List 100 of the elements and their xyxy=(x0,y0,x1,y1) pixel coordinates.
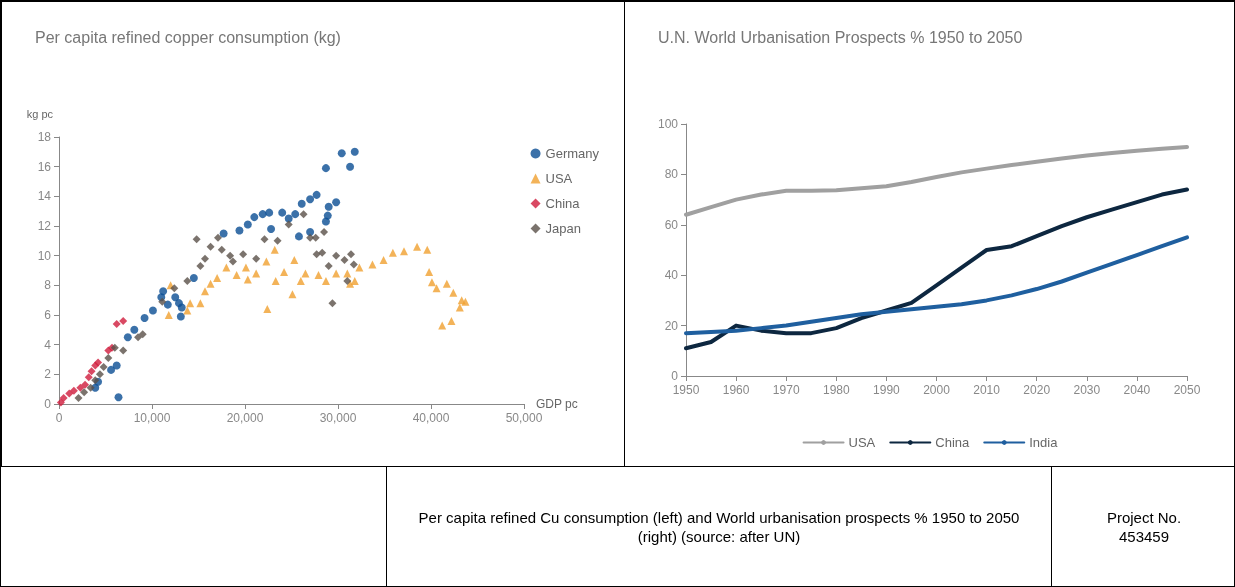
x-tick-label: 1980 xyxy=(822,383,850,397)
point xyxy=(312,250,321,259)
x-tick-label: 1970 xyxy=(772,383,800,397)
point xyxy=(350,147,359,156)
point xyxy=(104,354,113,363)
point xyxy=(206,242,215,251)
point xyxy=(119,346,128,355)
point xyxy=(148,306,157,315)
point xyxy=(413,242,422,251)
y-tick-label: 10 xyxy=(37,248,52,263)
y-tick-label: 2 xyxy=(44,367,52,382)
point xyxy=(273,236,282,245)
point xyxy=(69,386,78,395)
point xyxy=(312,190,321,199)
point xyxy=(183,276,192,285)
point xyxy=(59,394,68,403)
point xyxy=(388,248,397,257)
chart-title: U.N. World Urbanisation Prospects % 1950 to 2050 xyxy=(658,28,1023,46)
x-tick-label: 2010 xyxy=(973,383,1001,397)
legend-label: China xyxy=(935,435,971,450)
point xyxy=(99,362,108,371)
point xyxy=(347,250,356,259)
x-tick-label: 2050 xyxy=(1173,383,1201,397)
point xyxy=(138,330,147,339)
text: Project No. 453459 xyxy=(1051,466,1235,587)
point xyxy=(213,273,222,282)
point xyxy=(260,235,269,244)
point xyxy=(159,287,168,296)
point xyxy=(252,254,261,263)
point xyxy=(112,361,121,370)
point xyxy=(134,333,143,342)
point xyxy=(189,273,198,282)
point xyxy=(65,389,74,398)
point xyxy=(228,257,237,266)
point xyxy=(314,270,323,279)
point xyxy=(278,208,287,217)
point xyxy=(447,316,456,325)
point xyxy=(461,297,470,306)
point xyxy=(294,232,303,241)
point xyxy=(324,202,333,211)
y-tick-label: 60 xyxy=(664,217,679,232)
y-axis-title: kg pc xyxy=(26,107,54,120)
x-tick-label: 2030 xyxy=(1073,383,1101,397)
point xyxy=(177,303,186,312)
x-tick-label: 1990 xyxy=(873,383,901,397)
y-tick-label: 18 xyxy=(37,130,52,144)
point xyxy=(265,208,274,217)
y-tick-label: 0 xyxy=(44,397,52,411)
point xyxy=(379,256,388,265)
point xyxy=(321,276,330,285)
x-tick-label: 40,000 xyxy=(412,411,450,425)
point xyxy=(262,257,271,266)
point xyxy=(201,287,210,296)
y-tick-label: 4 xyxy=(44,337,52,352)
point xyxy=(222,263,231,272)
point xyxy=(183,306,192,315)
y-tick-label: 100 xyxy=(657,117,679,131)
point xyxy=(455,303,464,312)
point xyxy=(355,263,364,272)
point xyxy=(196,262,205,271)
y-tick-label: 20 xyxy=(664,318,679,333)
x-tick-label: 50,000 xyxy=(505,411,543,425)
x-tick-label: 1960 xyxy=(722,383,750,397)
point xyxy=(74,394,83,403)
point xyxy=(267,224,276,233)
point xyxy=(320,227,329,236)
point xyxy=(291,210,300,219)
point xyxy=(158,297,167,306)
legend-label: Germany xyxy=(545,146,600,161)
point xyxy=(192,235,201,244)
y-tick-label: 40 xyxy=(664,268,679,283)
point xyxy=(332,251,341,260)
point xyxy=(263,305,272,314)
x-tick-label: 10,000 xyxy=(133,411,171,425)
chart-title: Per capita refined copper consumption (kg) xyxy=(35,28,341,46)
y-tick-label: 6 xyxy=(44,308,52,322)
x-tick-label: 2040 xyxy=(1123,383,1151,397)
point xyxy=(349,260,358,269)
point xyxy=(280,267,289,276)
point xyxy=(250,213,259,222)
point xyxy=(449,288,458,297)
point xyxy=(400,247,409,256)
point xyxy=(284,220,293,229)
point xyxy=(350,276,359,285)
legend-label: China xyxy=(545,196,581,211)
point xyxy=(425,267,434,276)
x-axis-title: GDP pc xyxy=(536,397,578,411)
point xyxy=(432,284,441,293)
point xyxy=(297,199,306,208)
point xyxy=(140,313,149,322)
point xyxy=(112,319,121,328)
point xyxy=(81,380,90,389)
point xyxy=(76,383,85,392)
line-series xyxy=(684,187,1189,351)
x-tick-label: 20,000 xyxy=(226,411,264,425)
point xyxy=(217,245,226,254)
x-tick-label: 0 xyxy=(55,411,63,425)
point xyxy=(80,388,89,397)
point xyxy=(226,251,235,260)
point xyxy=(328,299,337,308)
